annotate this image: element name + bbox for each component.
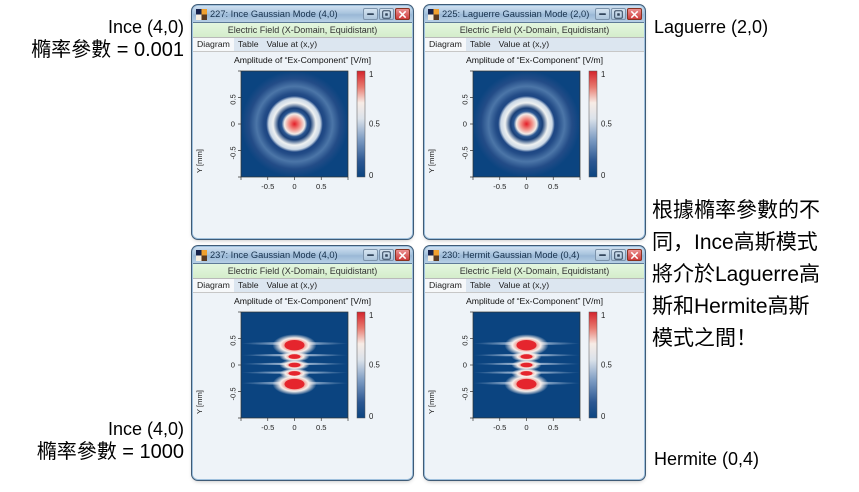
svg-text:0: 0 xyxy=(524,182,528,191)
svg-text:0.5: 0.5 xyxy=(316,182,327,191)
svg-text:0.5: 0.5 xyxy=(229,335,238,346)
svg-text:0.5: 0.5 xyxy=(601,361,613,370)
svg-text:0: 0 xyxy=(369,171,374,180)
svg-text:-0.5: -0.5 xyxy=(461,387,470,400)
svg-text:1: 1 xyxy=(601,311,605,320)
svg-text:-0.5: -0.5 xyxy=(229,387,238,400)
svg-text:0: 0 xyxy=(601,412,606,421)
svg-text:-0.5: -0.5 xyxy=(493,182,506,191)
svg-text:-0.5: -0.5 xyxy=(493,423,506,432)
svg-text:0.5: 0.5 xyxy=(461,94,470,105)
svg-text:0: 0 xyxy=(231,120,235,129)
svg-text:0.5: 0.5 xyxy=(548,423,559,432)
svg-text:0.5: 0.5 xyxy=(369,361,381,370)
svg-text:-0.5: -0.5 xyxy=(229,146,238,159)
svg-text:0.5: 0.5 xyxy=(601,120,613,129)
svg-text:0.5: 0.5 xyxy=(229,94,238,105)
svg-text:1: 1 xyxy=(369,311,373,320)
svg-text:0: 0 xyxy=(369,412,374,421)
svg-text:0: 0 xyxy=(292,423,296,432)
svg-text:0.5: 0.5 xyxy=(369,120,381,129)
svg-text:-0.5: -0.5 xyxy=(261,182,274,191)
svg-text:-0.5: -0.5 xyxy=(461,146,470,159)
svg-text:0.5: 0.5 xyxy=(316,423,327,432)
svg-text:-0.5: -0.5 xyxy=(261,423,274,432)
svg-text:0: 0 xyxy=(524,423,528,432)
svg-text:1: 1 xyxy=(369,70,373,79)
svg-text:0: 0 xyxy=(292,182,296,191)
svg-text:0.5: 0.5 xyxy=(461,335,470,346)
svg-text:0: 0 xyxy=(463,361,467,370)
svg-text:1: 1 xyxy=(601,70,605,79)
svg-text:0: 0 xyxy=(601,171,606,180)
svg-text:0.5: 0.5 xyxy=(548,182,559,191)
svg-text:0: 0 xyxy=(231,361,235,370)
svg-text:0: 0 xyxy=(463,120,467,129)
